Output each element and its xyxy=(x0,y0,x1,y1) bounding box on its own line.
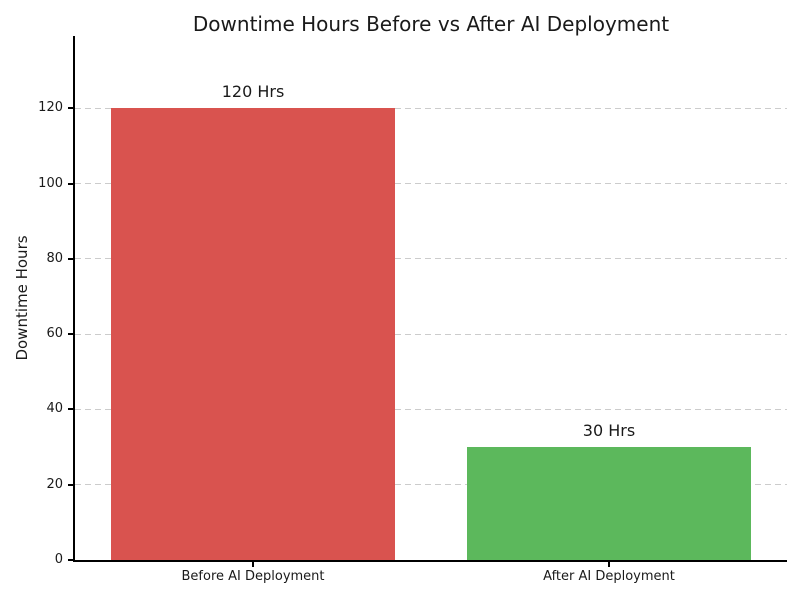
x-tick-mark xyxy=(252,562,254,567)
x-tick-mark xyxy=(608,562,610,567)
y-gridline xyxy=(75,484,787,486)
y-tick-label: 60 xyxy=(46,326,63,342)
y-tick-mark xyxy=(68,483,74,486)
y-tick-mark xyxy=(68,408,74,411)
y-gridline xyxy=(75,408,787,410)
x-axis-spine xyxy=(73,560,787,562)
y-tick-label: 80 xyxy=(46,250,63,266)
bar-value-label: 120 Hrs xyxy=(221,82,285,102)
y-tick-mark xyxy=(68,257,74,260)
y-tick-label: 100 xyxy=(38,175,63,191)
bar-1 xyxy=(110,108,396,560)
y-tick-mark xyxy=(68,107,74,110)
y-tick-label: 0 xyxy=(54,552,63,567)
x-tick-label: After AI Deployment xyxy=(543,569,675,584)
y-gridline xyxy=(75,183,787,185)
bar-value-label: 30 Hrs xyxy=(582,421,636,441)
y-tick-mark xyxy=(68,182,74,185)
y-axis-spine xyxy=(73,36,75,562)
x-tick-label: Before AI Deployment xyxy=(181,569,325,584)
y-tick-label: 20 xyxy=(46,476,63,492)
bar-2 xyxy=(466,447,752,560)
y-tick-mark xyxy=(68,559,74,561)
y-gridline xyxy=(75,107,787,109)
y-tick-label: 40 xyxy=(46,401,63,417)
y-gridline xyxy=(75,258,787,260)
y-gridline xyxy=(75,333,787,335)
chart-title: Downtime Hours Before vs After AI Deploy… xyxy=(192,12,670,36)
y-tick-mark xyxy=(68,333,74,336)
y-tick-label: 120 xyxy=(38,100,63,116)
